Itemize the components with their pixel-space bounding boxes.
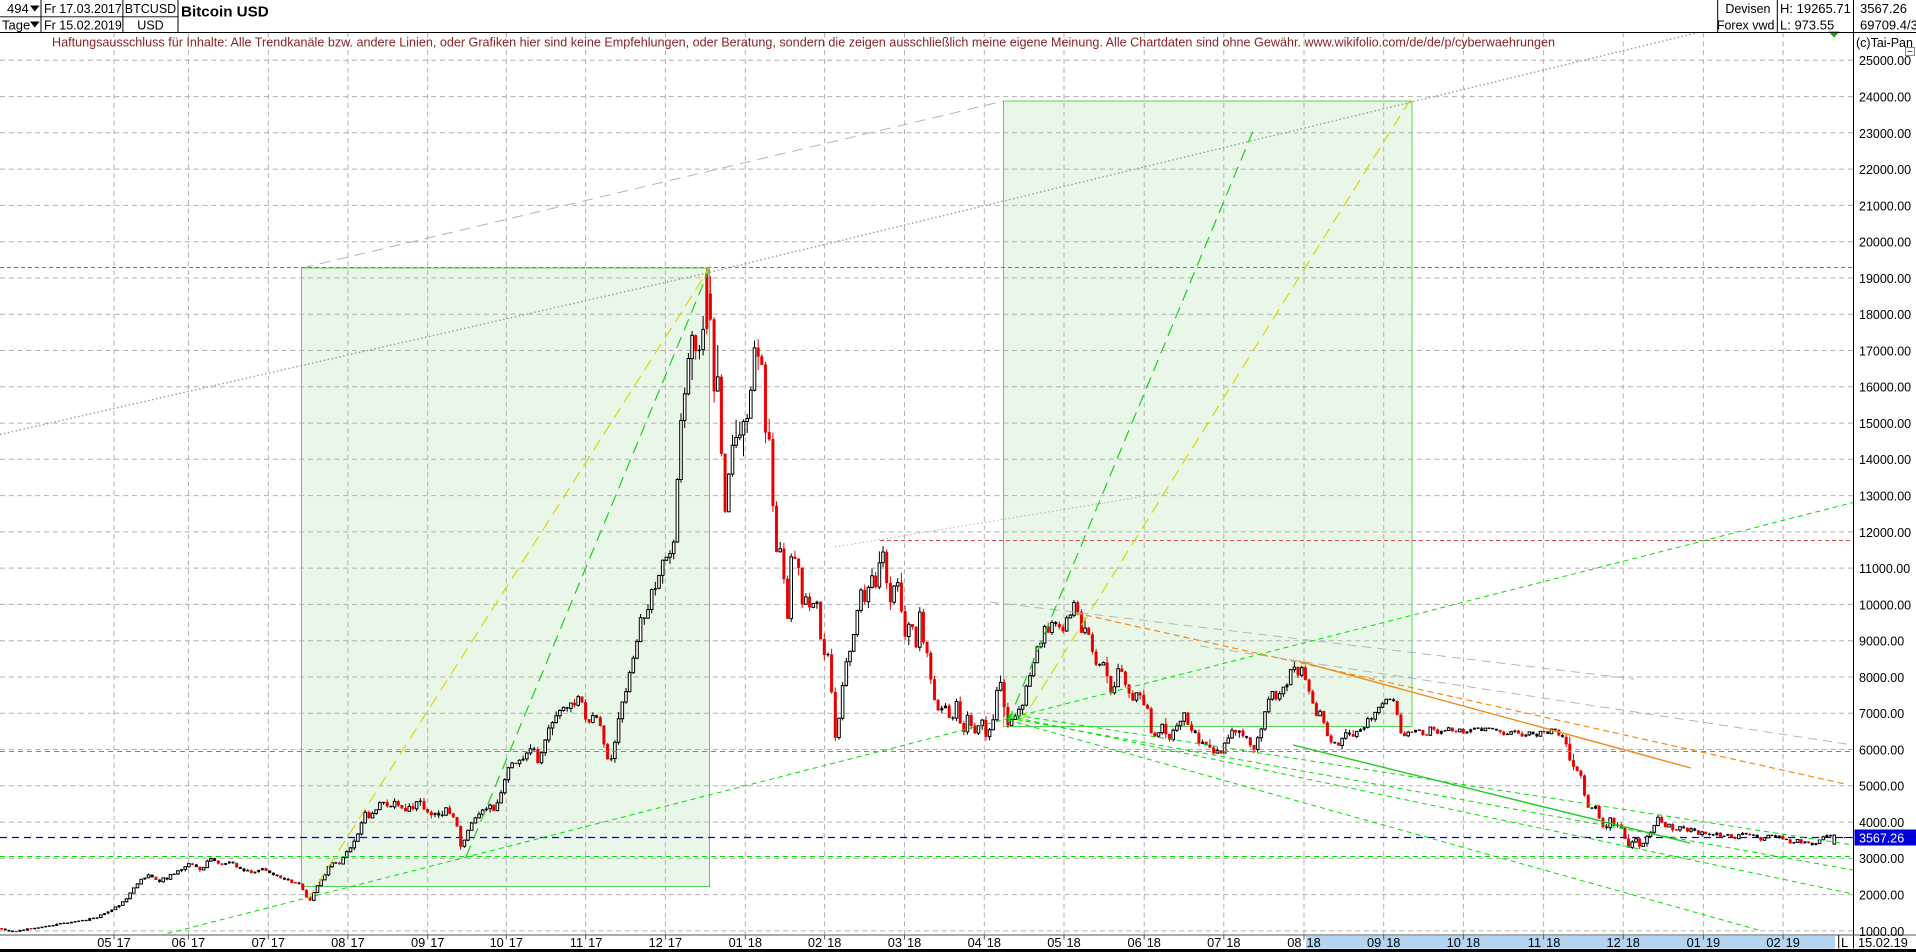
svg-text:18: 18	[1546, 935, 1560, 950]
svg-text:17: 17	[668, 935, 682, 950]
svg-text:03: 03	[888, 935, 902, 950]
svg-text:5000.00: 5000.00	[1859, 780, 1904, 794]
svg-text:17: 17	[191, 935, 205, 950]
svg-text:18: 18	[748, 935, 762, 950]
svg-text:18000.00: 18000.00	[1859, 308, 1911, 322]
svg-text:18: 18	[827, 935, 841, 950]
svg-text:7000.00: 7000.00	[1859, 707, 1904, 721]
svg-text:Bitcoin USD: Bitcoin USD	[181, 4, 269, 21]
svg-text:02: 02	[808, 935, 822, 950]
svg-text:04: 04	[968, 935, 982, 950]
svg-text:18: 18	[907, 935, 921, 950]
svg-text:Devisen: Devisen	[1725, 2, 1770, 16]
svg-text:9000.00: 9000.00	[1859, 635, 1904, 649]
svg-text:20000.00: 20000.00	[1859, 236, 1911, 250]
svg-text:L: 973.55: L: 973.55	[1780, 18, 1834, 33]
svg-text:19000.00: 19000.00	[1859, 272, 1911, 286]
svg-text:15000.00: 15000.00	[1859, 417, 1911, 431]
svg-text:17: 17	[588, 935, 602, 950]
svg-text:22000.00: 22000.00	[1859, 163, 1911, 177]
svg-text:Fr 15.02.2019: Fr 15.02.2019	[44, 19, 122, 33]
svg-text:05: 05	[97, 935, 111, 950]
svg-text:02: 02	[1766, 935, 1780, 950]
svg-text:08: 08	[1287, 935, 1301, 950]
svg-text:18: 18	[987, 935, 1001, 950]
svg-text:19: 19	[1706, 935, 1720, 950]
svg-text:3000.00: 3000.00	[1859, 852, 1904, 866]
svg-text:23000.00: 23000.00	[1859, 127, 1911, 141]
svg-text:19: 19	[1786, 935, 1800, 950]
svg-text:01: 01	[729, 935, 743, 950]
svg-text:24000.00: 24000.00	[1859, 91, 1911, 105]
svg-text:1000.00: 1000.00	[1859, 925, 1904, 939]
svg-text:18: 18	[1466, 935, 1480, 950]
svg-text:17: 17	[509, 935, 523, 950]
svg-text:6000.00: 6000.00	[1859, 743, 1904, 757]
svg-text:10: 10	[1447, 935, 1461, 950]
svg-text:494: 494	[7, 1, 29, 16]
svg-text:12: 12	[1606, 935, 1620, 950]
svg-text:15.02.19: 15.02.19	[1858, 935, 1908, 950]
svg-text:07: 07	[1207, 935, 1221, 950]
svg-text:11000.00: 11000.00	[1859, 562, 1910, 576]
svg-text:13000.00: 13000.00	[1859, 490, 1911, 504]
svg-text:09: 09	[1367, 935, 1381, 950]
svg-text:10000.00: 10000.00	[1859, 598, 1911, 612]
svg-text:18: 18	[1307, 935, 1321, 950]
svg-text:09: 09	[411, 935, 425, 950]
svg-text:Fr 17.03.2017: Fr 17.03.2017	[44, 2, 122, 16]
svg-text:17000.00: 17000.00	[1859, 344, 1911, 358]
svg-text:L: L	[1841, 935, 1848, 950]
svg-text:Tage: Tage	[2, 18, 30, 33]
svg-text:11: 11	[570, 935, 583, 950]
svg-text:8000.00: 8000.00	[1859, 671, 1904, 685]
svg-text:10: 10	[490, 935, 504, 950]
svg-text:12000.00: 12000.00	[1859, 526, 1911, 540]
svg-text:18: 18	[1067, 935, 1081, 950]
svg-text:16000.00: 16000.00	[1859, 381, 1911, 395]
svg-text:18: 18	[1386, 935, 1400, 950]
svg-text:Forex vwd: Forex vwd	[1717, 19, 1775, 33]
svg-text:18: 18	[1147, 935, 1161, 950]
svg-text:3567.26: 3567.26	[1860, 1, 1907, 16]
svg-text:06: 06	[172, 935, 186, 950]
svg-text:17: 17	[350, 935, 364, 950]
svg-text:17: 17	[430, 935, 444, 950]
svg-text:25000.00: 25000.00	[1859, 54, 1911, 68]
svg-text:Haftungsausschluss für Inhalte: Haftungsausschluss für Inhalte: Alle Tre…	[52, 36, 1555, 50]
svg-text:01: 01	[1687, 935, 1701, 950]
svg-text:H: 19265.71: H: 19265.71	[1780, 1, 1851, 16]
svg-text:18: 18	[1226, 935, 1240, 950]
svg-text:08: 08	[331, 935, 345, 950]
svg-text:21000.00: 21000.00	[1859, 199, 1911, 213]
svg-text:(c)Tai-Pan: (c)Tai-Pan	[1856, 36, 1913, 50]
svg-text:17: 17	[271, 935, 285, 950]
svg-text:17: 17	[117, 935, 131, 950]
svg-text:12: 12	[649, 935, 663, 950]
svg-text:69709.4/3: 69709.4/3	[1860, 18, 1916, 33]
svg-text:18: 18	[1626, 935, 1640, 950]
svg-text:BTCUSD: BTCUSD	[125, 2, 176, 16]
svg-text:2000.00: 2000.00	[1859, 889, 1904, 903]
svg-text:3567.26: 3567.26	[1859, 831, 1904, 845]
svg-text:05: 05	[1047, 935, 1061, 950]
svg-text:06: 06	[1127, 935, 1141, 950]
svg-text:11: 11	[1528, 935, 1541, 950]
svg-text:4000.00: 4000.00	[1859, 816, 1904, 830]
svg-text:14000.00: 14000.00	[1859, 453, 1911, 467]
svg-text:07: 07	[252, 935, 266, 950]
svg-text:USD: USD	[137, 19, 163, 33]
